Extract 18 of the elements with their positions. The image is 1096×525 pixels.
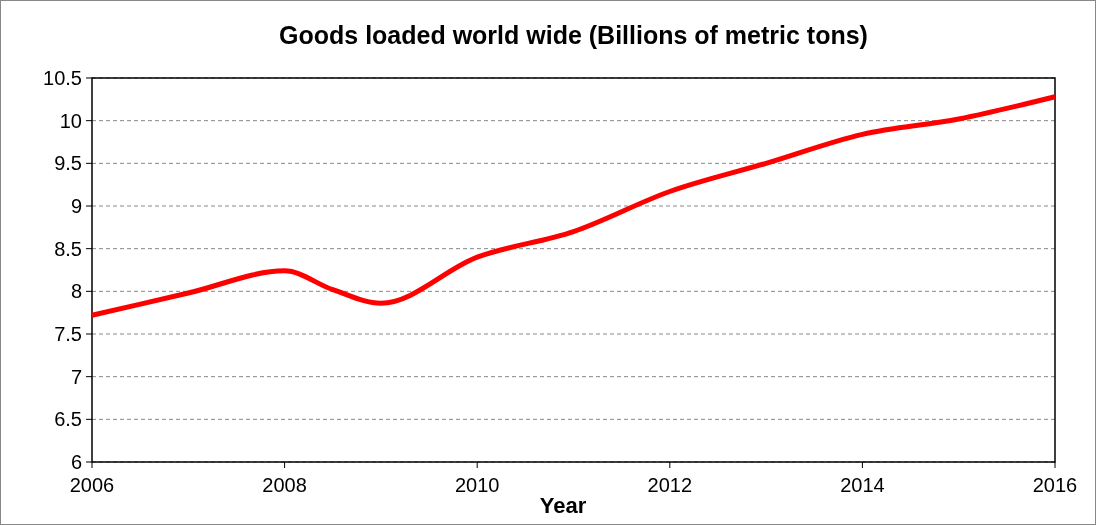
x-tick-label: 2010 [454, 474, 500, 496]
x-axis-title: Year [539, 493, 587, 518]
y-tick-label: 6.5 [54, 408, 82, 431]
y-tick-label: 8 [70, 280, 82, 303]
y-tick-label: 6 [70, 451, 82, 473]
x-tick-label: 2008 [262, 474, 307, 496]
x-tick-label: 2016 [1032, 474, 1078, 496]
y-tick-label: 10 [59, 109, 82, 132]
x-tick-label: 2012 [647, 474, 693, 496]
chart-title: Goods loaded world wide (Billions of metric tons) [279, 21, 868, 49]
y-tick-label: 10.5 [43, 67, 82, 89]
x-tick-label: 2006 [69, 474, 115, 496]
y-tick-label: 8.5 [54, 237, 82, 260]
y-tick-label: 7.5 [54, 323, 82, 345]
y-tick-label: 9.5 [54, 152, 82, 175]
y-tick-label: 9 [70, 195, 82, 217]
x-tick-label: 2014 [840, 474, 885, 496]
y-tick-label: 7 [70, 365, 82, 388]
